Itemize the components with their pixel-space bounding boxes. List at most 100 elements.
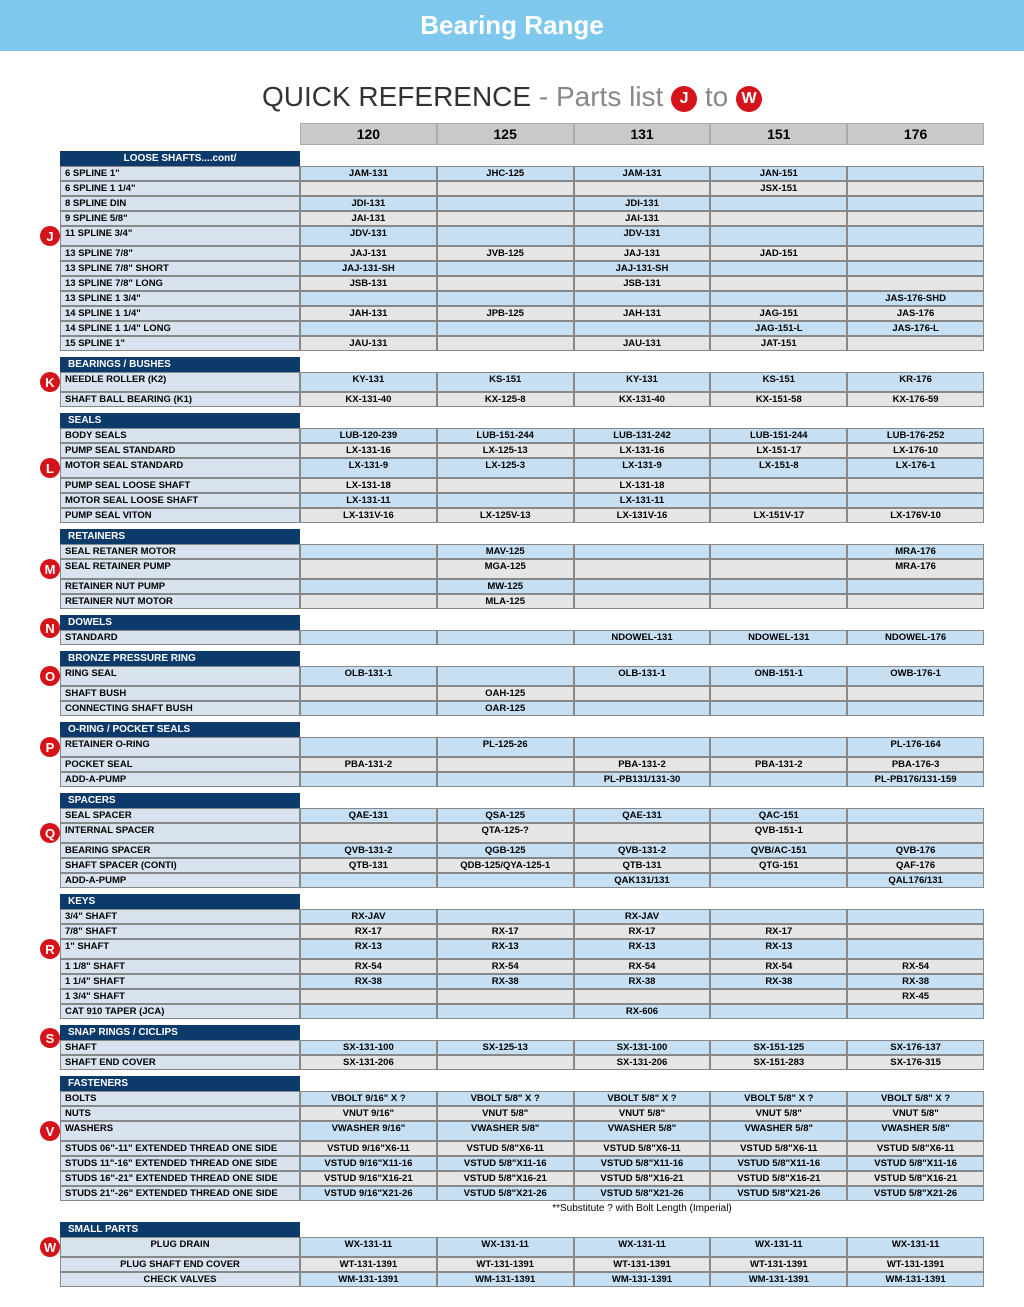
part-cell: RX-54 — [574, 959, 711, 974]
part-cell — [847, 211, 984, 226]
spacer — [847, 1076, 984, 1091]
part-cell — [847, 1004, 984, 1019]
part-cell — [710, 559, 847, 579]
part-cell: VSTUD 5/8"X16-21 — [437, 1171, 574, 1186]
spacer — [437, 1222, 574, 1237]
section-letter-badge: S — [40, 1028, 60, 1048]
part-cell: RX-54 — [847, 959, 984, 974]
part-cell: RX-38 — [710, 974, 847, 989]
content-area: 120125131151176LOOSE SHAFTS....cont/6 SP… — [0, 123, 1024, 1307]
row-label: 6 SPLINE 1 1/4" — [60, 181, 300, 196]
row-label: STUDS 21"-26" EXTENDED THREAD ONE SIDE — [60, 1186, 300, 1201]
part-cell: PBA-176-3 — [847, 757, 984, 772]
part-cell: OAH-125 — [437, 686, 574, 701]
row-label: 7/8" SHAFT — [60, 924, 300, 939]
part-cell: JAJ-131 — [574, 246, 711, 261]
part-cell: VSTUD 5/8"X11-16 — [847, 1156, 984, 1171]
part-cell — [300, 321, 437, 336]
spacer — [40, 909, 60, 924]
spacer — [574, 357, 711, 372]
part-cell: WM-131-1391 — [847, 1272, 984, 1287]
section-header: DOWELS — [60, 615, 300, 630]
row-label: RETAINER O-RING — [60, 737, 300, 757]
part-cell: JAJ-131-SH — [574, 261, 711, 276]
part-cell — [847, 701, 984, 716]
row-label: PUMP SEAL LOOSE SHAFT — [60, 478, 300, 493]
spacer — [40, 651, 60, 666]
part-cell: PL-176-164 — [847, 737, 984, 757]
spacer — [710, 651, 847, 666]
part-cell: VSTUD 5/8"X16-21 — [847, 1171, 984, 1186]
part-cell: WX-131-11 — [574, 1237, 711, 1257]
part-cell — [437, 261, 574, 276]
section-letter-badge: N — [40, 618, 60, 638]
spacer — [40, 1201, 300, 1216]
part-cell: VBOLT 5/8" X ? — [710, 1091, 847, 1106]
part-cell: JSB-131 — [300, 276, 437, 291]
row-label: NEEDLE ROLLER (K2) — [60, 372, 300, 392]
page-banner: Bearing Range — [0, 0, 1024, 51]
part-cell: LX-131V-16 — [574, 508, 711, 523]
spacer — [300, 529, 437, 544]
part-cell: KS-151 — [710, 372, 847, 392]
part-cell — [710, 493, 847, 508]
part-cell: SX-131-100 — [300, 1040, 437, 1055]
part-cell: KS-151 — [437, 372, 574, 392]
part-cell — [300, 559, 437, 579]
spacer — [40, 772, 60, 787]
spacer — [574, 615, 711, 630]
section-header: O-RING / POCKET SEALS — [60, 722, 300, 737]
part-cell: KX-125-8 — [437, 392, 574, 407]
row-label: SEAL SPACER — [60, 808, 300, 823]
part-cell — [437, 181, 574, 196]
part-cell: WX-131-11 — [437, 1237, 574, 1257]
part-cell — [437, 321, 574, 336]
part-cell: LX-131-16 — [574, 443, 711, 458]
part-cell: JAJ-131 — [300, 246, 437, 261]
part-cell: SX-176-315 — [847, 1055, 984, 1070]
part-cell — [847, 924, 984, 939]
part-cell — [300, 594, 437, 609]
row-label: 1 3/4" SHAFT — [60, 989, 300, 1004]
part-cell: VBOLT 5/8" X ? — [847, 1091, 984, 1106]
row-label: POCKET SEAL — [60, 757, 300, 772]
row-label: STUDS 06"-11" EXTENDED THREAD ONE SIDE — [60, 1141, 300, 1156]
part-cell: KX-131-40 — [300, 392, 437, 407]
spacer — [710, 413, 847, 428]
spacer — [40, 894, 60, 909]
part-cell: JAS-176-SHD — [847, 291, 984, 306]
part-cell: VSTUD 5/8"X6-11 — [710, 1141, 847, 1156]
part-cell — [847, 261, 984, 276]
part-cell — [300, 823, 437, 843]
part-cell — [710, 579, 847, 594]
col-header: 125 — [437, 123, 574, 145]
part-cell: LX-131-18 — [574, 478, 711, 493]
part-cell — [574, 989, 711, 1004]
part-cell: WT-131-1391 — [300, 1257, 437, 1272]
spacer — [574, 151, 711, 166]
part-cell: SX-176-137 — [847, 1040, 984, 1055]
spacer — [40, 211, 60, 226]
part-cell: OWB-176-1 — [847, 666, 984, 686]
part-cell: JAS-176 — [847, 306, 984, 321]
row-label: MOTOR SEAL LOOSE SHAFT — [60, 493, 300, 508]
section-letter-badge: P — [40, 737, 60, 757]
row-label: 14 SPLINE 1 1/4" LONG — [60, 321, 300, 336]
part-cell: PL-PB176/131-159 — [847, 772, 984, 787]
spacer — [40, 579, 60, 594]
part-cell: QAF-176 — [847, 858, 984, 873]
spacer — [40, 357, 60, 372]
row-label: STUDS 11"-16" EXTENDED THREAD ONE SIDE — [60, 1156, 300, 1171]
spacer — [40, 1156, 60, 1171]
part-cell: VSTUD 9/16"X16-21 — [300, 1171, 437, 1186]
part-cell: PBA-131-2 — [574, 757, 711, 772]
part-cell: JAJ-131-SH — [300, 261, 437, 276]
section-header: KEYS — [60, 894, 300, 909]
part-cell — [710, 594, 847, 609]
spacer — [710, 722, 847, 737]
part-cell: JAM-131 — [300, 166, 437, 181]
spacer — [847, 357, 984, 372]
spacer — [574, 1076, 711, 1091]
part-cell: PBA-131-2 — [300, 757, 437, 772]
part-cell: JAH-131 — [574, 306, 711, 321]
